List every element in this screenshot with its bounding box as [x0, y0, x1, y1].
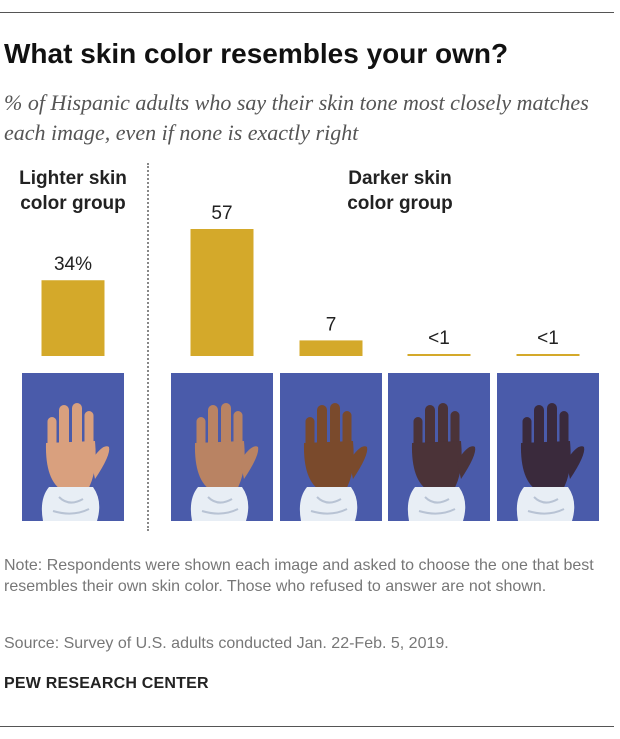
palm-3 [303, 441, 354, 491]
bar-1 [41, 280, 105, 356]
finger-2-3 [221, 403, 231, 447]
hand-image-2 [171, 373, 273, 521]
data-label-1: 34% [54, 254, 92, 275]
sleeve-2 [190, 487, 249, 521]
finger-1-2 [59, 405, 69, 449]
top-rule [0, 12, 614, 13]
brand-name: PEW RESEARCH CENTER [4, 675, 209, 692]
chart-subtitle: % of Hispanic adults who say their skin … [4, 90, 589, 145]
sleeve-fold-3 [310, 496, 348, 515]
thumb-1 [91, 446, 110, 479]
palm-5 [520, 441, 571, 491]
darker-group-label-line2: color group [347, 193, 453, 214]
footnote: Note: Respondents were shown each image … [4, 557, 594, 595]
thumb-5 [566, 446, 585, 479]
bottom-rule [0, 726, 614, 727]
finger-3-2 [317, 405, 327, 449]
hand-image-1 [22, 373, 124, 521]
data-label-2: 57 [211, 203, 232, 224]
palm-1 [45, 441, 96, 491]
bar-5 [516, 354, 580, 356]
bar-3 [299, 340, 363, 356]
data-label-5: <1 [537, 328, 559, 349]
finger-1-3 [72, 403, 82, 447]
palm-2 [194, 441, 245, 491]
thumb-3 [349, 446, 368, 479]
sleeve-1 [41, 487, 100, 521]
hand-image-4 [388, 373, 490, 521]
hand-image-5 [497, 373, 599, 521]
finger-3-3 [330, 403, 340, 447]
sleeve-4 [407, 487, 466, 521]
finger-5-3 [547, 403, 557, 447]
bar-2 [190, 229, 254, 356]
bar-4 [407, 354, 471, 356]
thumb-2 [240, 446, 259, 479]
sleeve-fold-1 [52, 496, 90, 515]
lighter-group-label: Lighter skin color group [0, 166, 146, 216]
sleeve-fold-2 [201, 496, 239, 515]
darker-group-label-line1: Darker skin [348, 168, 452, 189]
source-line: Source: Survey of U.S. adults conducted … [4, 635, 449, 652]
thumb-4 [457, 446, 476, 479]
data-label-3: 7 [326, 314, 337, 335]
chart-title: What skin color resembles your own? [4, 38, 509, 69]
sleeve-fold-5 [527, 496, 565, 515]
finger-5-2 [534, 405, 544, 449]
sleeve-3 [299, 487, 358, 521]
lighter-group-label-line2: color group [20, 193, 126, 214]
finger-4-2 [425, 405, 435, 449]
lighter-group-label-line1: Lighter skin [19, 168, 127, 189]
finger-2-2 [208, 405, 218, 449]
sleeve-5 [516, 487, 575, 521]
hand-image-3 [280, 373, 382, 521]
palm-4 [411, 441, 462, 491]
group-divider [147, 163, 149, 531]
darker-group-label: Darker skin color group [330, 166, 470, 216]
finger-4-3 [438, 403, 448, 447]
sleeve-fold-4 [418, 496, 456, 515]
data-label-4: <1 [428, 328, 450, 349]
